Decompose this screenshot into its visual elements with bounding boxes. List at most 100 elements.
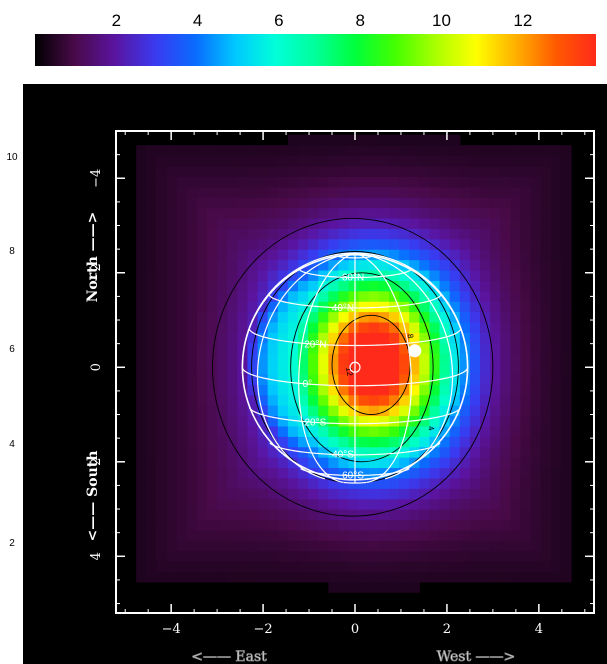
heatmap-cell	[510, 415, 522, 427]
heatmap-cell	[510, 561, 522, 573]
heatmap-cell	[510, 436, 522, 448]
heatmap-cell	[247, 176, 259, 188]
heatmap-cell	[409, 353, 420, 365]
heatmap-cell	[419, 519, 431, 531]
heatmap-cell	[166, 415, 178, 427]
heatmap-cell	[560, 550, 572, 562]
heatmap-cell	[520, 477, 532, 489]
heatmap-cell	[550, 186, 562, 198]
heatmap-cell	[449, 321, 461, 333]
heatmap-cell	[247, 467, 259, 479]
heatmap-cell	[267, 259, 279, 271]
heatmap-cell	[146, 165, 158, 177]
heatmap-cell	[176, 540, 188, 552]
heatmap-cell	[459, 197, 471, 209]
heatmap-cell	[419, 134, 431, 146]
heatmap-cell	[257, 321, 269, 333]
heatmap-cell	[510, 145, 522, 157]
heatmap-cell	[530, 197, 542, 209]
heatmap-cell	[378, 259, 390, 271]
heatmap-cell	[429, 550, 441, 562]
heatmap-cell	[146, 207, 158, 219]
heatmap-cell	[277, 259, 289, 271]
heatmap-cell	[469, 207, 481, 219]
heatmap-cell	[287, 353, 299, 365]
heatmap-cell	[237, 457, 249, 469]
heatmap-cell	[490, 290, 501, 302]
heatmap-cell	[196, 457, 208, 469]
heatmap-cell	[439, 405, 451, 417]
heatmap-cell	[247, 311, 259, 323]
heatmap-cell	[560, 467, 572, 479]
heatmap-cell	[399, 280, 410, 292]
heatmap-cell	[196, 519, 208, 531]
heatmap-cell	[176, 217, 188, 229]
heatmap-cell	[237, 477, 249, 489]
heatmap-cell	[318, 145, 329, 157]
heatmap-cell	[348, 290, 360, 302]
heatmap-cell	[207, 436, 218, 448]
heatmap-cell	[348, 415, 360, 427]
heatmap-cell	[308, 176, 319, 188]
heatmap-cell	[530, 176, 542, 188]
heatmap-cell	[166, 311, 178, 323]
heatmap-cell	[500, 384, 511, 396]
heatmap-cell	[338, 529, 350, 541]
heatmap-cell	[530, 342, 542, 354]
heatmap-cell	[298, 561, 309, 573]
heatmap-cell	[348, 436, 360, 448]
heatmap-cell	[267, 353, 279, 365]
heatmap-cell	[368, 269, 380, 281]
heatmap-cell	[166, 217, 178, 229]
heatmap-cell	[530, 415, 542, 427]
heatmap-cell	[318, 405, 329, 417]
heatmap-cell	[540, 290, 552, 302]
heatmap-cell	[399, 228, 410, 240]
heatmap-cell	[550, 353, 562, 365]
heatmap-cell	[146, 498, 158, 510]
heatmap-cell	[500, 498, 511, 510]
heatmap-cell	[348, 540, 360, 552]
heatmap-cell	[368, 280, 380, 292]
heatmap-cell	[358, 550, 370, 562]
heatmap-cell	[560, 342, 572, 354]
heatmap-cell	[459, 311, 471, 323]
heatmap-cell	[459, 529, 471, 541]
heatmap-cell	[480, 415, 491, 427]
heatmap-cell	[267, 228, 279, 240]
heatmap-cell	[237, 550, 249, 562]
heatmap-cell	[196, 405, 208, 417]
heatmap-cell	[490, 519, 501, 531]
heatmap-cell	[399, 249, 410, 261]
heatmap-cell	[136, 363, 147, 375]
heatmap-cell	[338, 436, 350, 448]
heatmap-cell	[480, 519, 491, 531]
heatmap-cell	[136, 509, 147, 521]
heatmap-cell	[409, 217, 420, 229]
heatmap-cell	[500, 249, 511, 261]
heatmap-cell	[480, 155, 491, 167]
heatmap-cell	[540, 321, 552, 333]
heatmap-cell	[550, 457, 562, 469]
heatmap-cell	[227, 509, 238, 521]
heatmap-cell	[459, 519, 471, 531]
heatmap-cell	[328, 134, 340, 146]
heatmap-cell	[389, 249, 400, 261]
heatmap-cell	[358, 581, 370, 593]
heatmap-cell	[146, 269, 158, 281]
heatmap-cell	[166, 363, 178, 375]
heatmap-cell	[136, 290, 147, 302]
heatmap-cell	[348, 509, 360, 521]
heatmap-cell	[196, 415, 208, 427]
heatmap-cell	[368, 477, 380, 489]
heatmap-cell	[217, 457, 228, 469]
heatmap-cell	[439, 498, 451, 510]
heatmap-cell	[298, 155, 309, 167]
heatmap-cell	[338, 238, 350, 250]
heatmap-cell	[146, 457, 158, 469]
heatmap-cell	[358, 394, 370, 406]
heatmap-cell	[348, 405, 360, 417]
heatmap-cell	[429, 217, 441, 229]
heatmap-cell	[368, 363, 380, 375]
